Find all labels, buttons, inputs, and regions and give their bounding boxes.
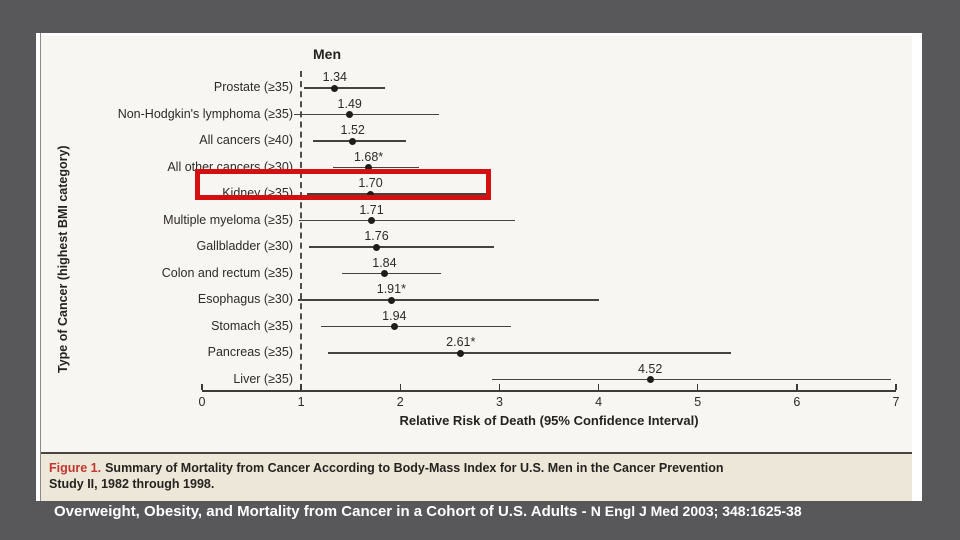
x-axis-tick (895, 384, 897, 390)
point-marker (331, 84, 339, 92)
reference-line (300, 71, 303, 390)
panel-scan-line (40, 33, 41, 501)
row-label: Liver (≥35) (233, 371, 293, 386)
x-axis-tick (796, 384, 798, 390)
forest-plot: Men Type of Cancer (highest BMI category… (36, 33, 922, 452)
value-label: 1.49 (337, 96, 362, 111)
footer-separator: - (577, 503, 591, 520)
x-axis-tick-label: 6 (793, 395, 801, 409)
value-label: 1.71 (359, 202, 384, 217)
x-axis-tick-label: 4 (595, 395, 603, 409)
x-axis-tick (300, 384, 302, 390)
row-label: Colon and rectum (≥35) (161, 265, 293, 280)
footer-title: Overweight, Obesity, and Mortality from … (54, 503, 578, 520)
figure-caption: Figure 1. Summary of Mortality from Cance… (36, 452, 922, 501)
x-axis-tick (201, 384, 203, 390)
ci-line (299, 219, 516, 222)
point-marker (457, 349, 465, 357)
panel-edge-right (912, 33, 922, 501)
row-label: Pancreas (≥35) (207, 345, 293, 359)
ci-line (320, 325, 512, 328)
row-label: Stomach (≥35) (211, 318, 293, 333)
figure-caption-line2: Study II, 1982 through 1998. (49, 477, 215, 492)
value-label: 1.91* (376, 282, 406, 296)
value-label: 1.68* (353, 149, 384, 164)
x-axis-tick-label: 0 (198, 395, 206, 409)
point-marker (367, 190, 375, 198)
value-label: 1.52 (340, 123, 365, 137)
ci-line (332, 166, 420, 169)
value-label: 1.94 (382, 308, 407, 323)
value-label: 1.84 (372, 255, 397, 270)
x-axis-tick-label: 5 (694, 395, 702, 409)
panel-edge-left (36, 33, 40, 501)
point-marker (368, 217, 376, 224)
figure-caption-text: Figure 1. Summary of Mortality from Cance… (49, 460, 914, 493)
point-marker (372, 243, 380, 251)
x-axis-tick (498, 384, 501, 390)
group-header-men: Men (313, 46, 341, 62)
x-axis-tick-label: 1 (297, 395, 305, 409)
figure-caption-line1: Summary of Mortality from Cancer Accordi… (105, 461, 724, 475)
ci-line (307, 193, 492, 195)
point-marker (387, 296, 395, 304)
point-marker (346, 111, 354, 118)
row-label: Multiple myeloma (≥35) (163, 212, 293, 227)
row-label: Non-Hodgkin's lymphoma (≥35) (117, 106, 293, 121)
value-label: 1.76 (364, 229, 389, 243)
x-axis (202, 390, 896, 392)
point-marker (365, 164, 373, 171)
x-axis-tick-label: 2 (396, 395, 404, 409)
x-axis-tick-label: 7 (892, 395, 900, 409)
footer-reference: N Engl J Med 2003; 348:1625-38 (590, 503, 802, 519)
point-marker (380, 270, 388, 277)
value-label: 1.70 (358, 176, 383, 190)
ci-line (298, 299, 599, 301)
row-label: Esophagus (≥30) (197, 292, 293, 306)
x-axis-tick-label: 3 (495, 395, 503, 409)
ci-line (327, 352, 732, 354)
point-marker (390, 323, 398, 330)
ci-line (492, 378, 892, 381)
row-label: Gallbladder (≥30) (196, 239, 294, 253)
row-label: Prostate (≥35) (213, 80, 293, 94)
x-axis-tick (399, 384, 402, 390)
figure-caption-label: Figure 1. (49, 461, 102, 475)
x-axis-title: Relative Risk of Death (95% Confidence I… (399, 413, 699, 428)
value-label: 4.52 (637, 361, 663, 376)
x-axis-tick (597, 384, 600, 390)
row-label: All cancers (≥40) (199, 133, 293, 147)
x-axis-tick (696, 384, 699, 390)
figure-panel: Men Type of Cancer (highest BMI category… (36, 33, 922, 501)
ci-line (313, 140, 407, 142)
point-marker (349, 137, 357, 145)
highlight-box (195, 169, 491, 200)
ci-line (309, 246, 495, 248)
footer-citation: Overweight, Obesity, and Mortality from … (54, 503, 802, 521)
value-label: 2.61* (446, 335, 476, 349)
panel-edge-top (36, 33, 922, 36)
ci-line (294, 113, 439, 116)
point-marker (646, 376, 654, 383)
ci-line (341, 272, 441, 275)
value-label: 1.34 (322, 70, 348, 84)
ci-line (304, 87, 386, 89)
